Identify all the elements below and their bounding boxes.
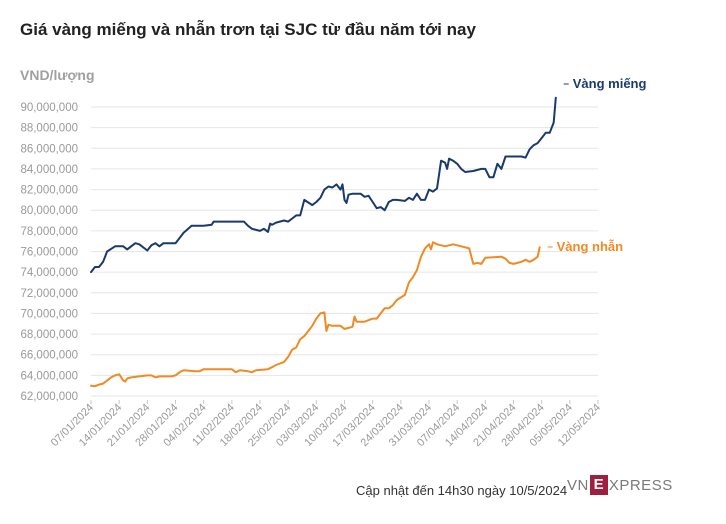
series-label-vang-mieng: Vàng miếng	[573, 76, 647, 91]
update-note: Cập nhật đến 14h30 ngày 10/5/2024	[356, 483, 568, 498]
y-tick-label: 70,000,000	[20, 308, 78, 320]
chart-title: Giá vàng miếng và nhẫn trơn tại SJC từ đ…	[20, 20, 476, 39]
y-tick-label: 84,000,000	[20, 164, 78, 176]
vnexpress-logo: VN E XPRESS	[567, 474, 673, 496]
y-tick-label: 88,000,000	[20, 123, 78, 135]
logo-suffix: XPRESS	[608, 476, 673, 494]
y-axis-unit-label: VND/lượng	[20, 67, 95, 83]
y-tick-label: 80,000,000	[20, 205, 78, 217]
y-tick-label: 68,000,000	[20, 329, 78, 341]
series-label-vang-nhan: Vàng nhẫn	[557, 239, 624, 254]
logo-prefix: VN	[567, 476, 589, 494]
y-tick-label: 72,000,000	[20, 288, 78, 300]
y-tick-label: 64,000,000	[20, 370, 78, 382]
series-line-vang-mieng	[90, 96, 557, 274]
series-line-vang-nhan	[90, 241, 541, 388]
y-tick-label: 82,000,000	[20, 185, 78, 197]
y-tick-label: 78,000,000	[20, 226, 78, 238]
y-tick-label: 62,000,000	[20, 391, 78, 403]
y-tick-label: 86,000,000	[20, 143, 78, 155]
logo-e-mark: E	[589, 475, 608, 495]
y-tick-label: 74,000,000	[20, 267, 78, 279]
y-tick-label: 76,000,000	[20, 247, 78, 259]
y-tick-label: 90,000,000	[20, 102, 78, 114]
y-tick-label: 66,000,000	[20, 350, 78, 362]
